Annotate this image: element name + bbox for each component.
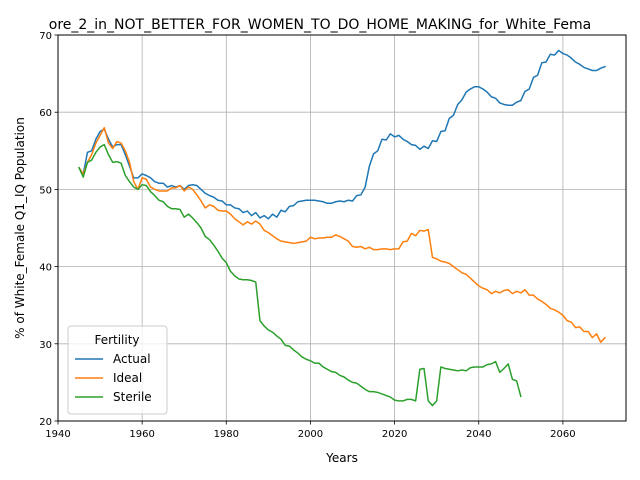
legend-label-actual: Actual xyxy=(113,352,151,366)
y-tick-label: 20 xyxy=(39,417,52,428)
series-layer xyxy=(77,49,607,407)
y-tick-label: 30 xyxy=(39,340,52,351)
y-axis-ticks: 20 30 40 50 60 70 xyxy=(39,31,58,428)
legend-title: Fertility xyxy=(94,333,139,347)
x-tick-label: 2060 xyxy=(550,429,575,440)
plot-frame xyxy=(57,34,627,422)
series-line-sterile xyxy=(78,143,522,407)
series-line-ideal xyxy=(77,126,607,344)
chart-title: ore_2_in_NOT_BETTER_FOR_WOMEN_TO_DO_HOME… xyxy=(49,17,592,33)
y-axis-label: % of White_Female Q1_IQ Population xyxy=(13,117,27,339)
x-tick-label: 1940 xyxy=(45,429,70,440)
x-tick-label: 1960 xyxy=(129,429,154,440)
x-tick-label: 2040 xyxy=(466,429,491,440)
x-axis-ticks: 1940 1960 1980 2000 2020 2040 2060 xyxy=(45,421,576,440)
y-tick-label: 60 xyxy=(39,108,52,119)
x-tick-label: 2020 xyxy=(382,429,407,440)
legend-label-ideal: Ideal xyxy=(113,371,142,385)
x-axis-label: Years xyxy=(325,451,358,465)
y-tick-label: 70 xyxy=(39,31,52,42)
series-line-actual xyxy=(77,49,606,220)
x-tick-label: 2000 xyxy=(298,429,323,440)
y-tick-label: 50 xyxy=(39,185,52,196)
legend-label-sterile: Sterile xyxy=(113,390,152,404)
legend-entries: Actual Ideal Sterile xyxy=(75,352,152,404)
legend: Fertility Actual Ideal Sterile xyxy=(67,325,168,415)
y-tick-label: 40 xyxy=(39,263,52,274)
legend-box xyxy=(67,325,168,415)
x-tick-label: 1980 xyxy=(214,429,239,440)
